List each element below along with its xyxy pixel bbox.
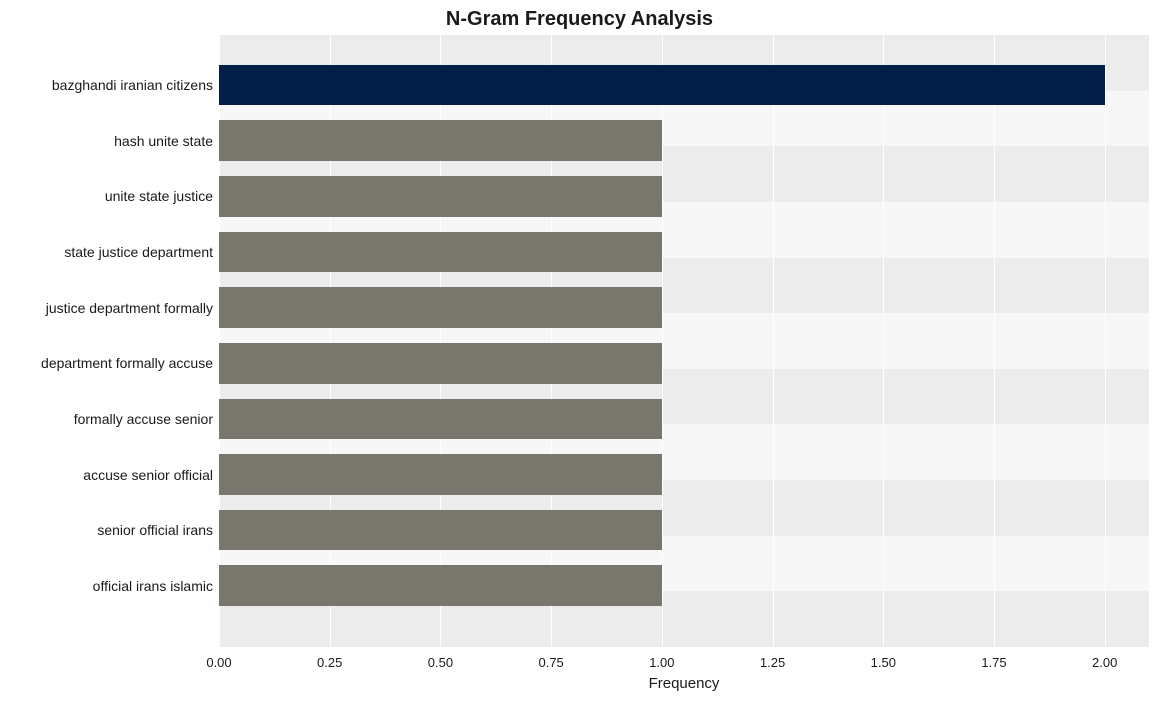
y-tick-label: bazghandi iranian citizens [52,77,213,93]
bar [219,565,662,606]
grid-line [773,35,774,647]
y-tick-label: hash unite state [114,133,213,149]
y-tick-label: formally accuse senior [74,411,213,427]
x-tick-label: 0.25 [317,655,342,670]
x-tick-label: 1.50 [871,655,896,670]
x-tick-label: 1.00 [649,655,674,670]
bar [219,287,662,328]
x-tick-label: 1.25 [760,655,785,670]
x-tick-label: 0.75 [538,655,563,670]
bar [219,176,662,217]
bar [219,120,662,161]
bar [219,343,662,384]
y-tick-label: department formally accuse [41,355,213,371]
grid-line [994,35,995,647]
x-tick-label: 0.50 [428,655,453,670]
chart-title: N-Gram Frequency Analysis [0,8,1159,31]
y-tick-label: accuse senior official [83,467,213,483]
ngram-chart: N-Gram Frequency Analysis Frequency bazg… [0,0,1159,701]
x-tick-label: 0.00 [206,655,231,670]
x-tick-label: 1.75 [981,655,1006,670]
bar [219,65,1105,106]
y-tick-label: unite state justice [105,188,213,204]
y-tick-label: justice department formally [46,300,213,316]
bar [219,510,662,551]
y-tick-label: state justice department [64,244,213,260]
x-tick-label: 2.00 [1092,655,1117,670]
y-tick-label: official irans islamic [93,578,213,594]
bar [219,399,662,440]
bar [219,232,662,273]
y-tick-label: senior official irans [97,522,213,538]
grid-line [662,35,663,647]
plot-area [219,35,1149,647]
grid-line [883,35,884,647]
x-axis-label: Frequency [219,675,1149,692]
bar [219,454,662,495]
grid-line [1105,35,1106,647]
